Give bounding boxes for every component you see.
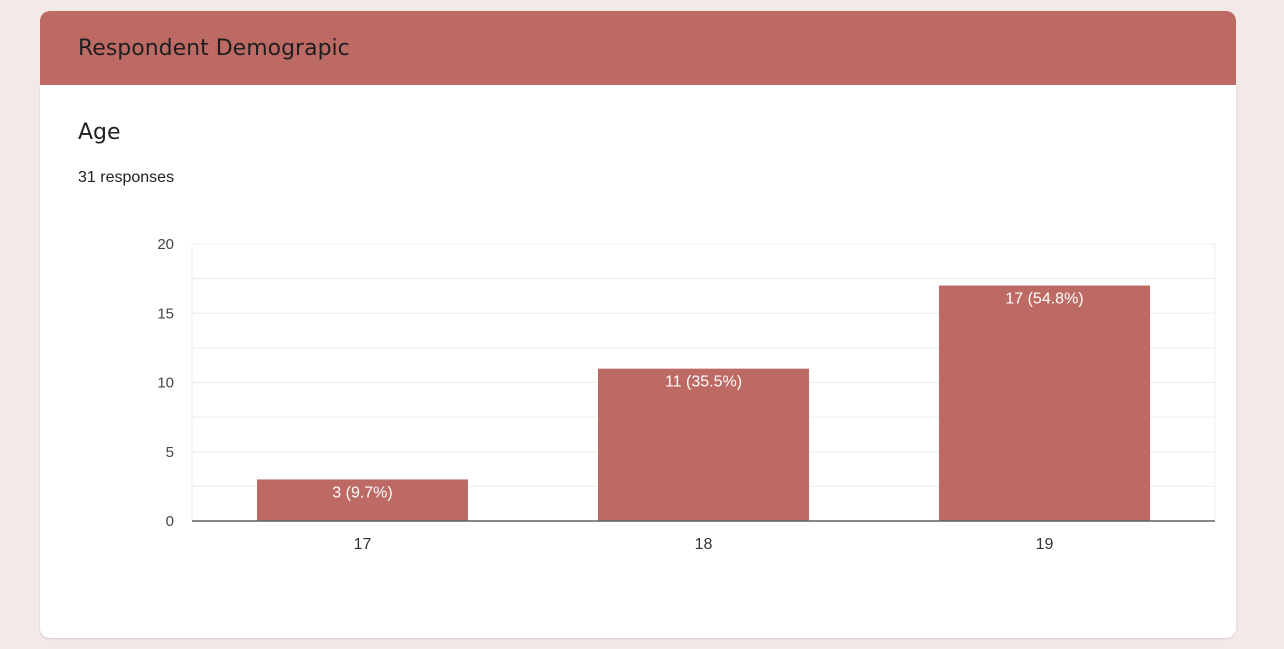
bar-18 xyxy=(598,368,809,521)
y-tick-label: 0 xyxy=(166,513,174,530)
section-title: Respondent Demograpic xyxy=(78,35,350,61)
bar-19 xyxy=(939,285,1150,521)
bar-data-label: 3 (9.7%) xyxy=(332,484,392,501)
x-tick-label: 19 xyxy=(1036,536,1054,553)
bar-17 xyxy=(257,479,468,521)
y-tick-label: 20 xyxy=(157,236,174,253)
bar-data-label: 11 (35.5%) xyxy=(665,374,742,391)
y-tick-label: 15 xyxy=(157,305,174,322)
bar-data-label: 17 (54.8%) xyxy=(1005,291,1083,308)
section-header: Respondent Demograpic xyxy=(40,11,1236,85)
question-title: Age xyxy=(78,120,121,145)
x-tick-label: 17 xyxy=(354,536,372,553)
x-tick-label: 18 xyxy=(695,536,713,553)
response-count: 31 responses xyxy=(78,169,175,186)
y-tick-label: 10 xyxy=(157,375,174,392)
y-tick-label: 5 xyxy=(166,444,174,461)
